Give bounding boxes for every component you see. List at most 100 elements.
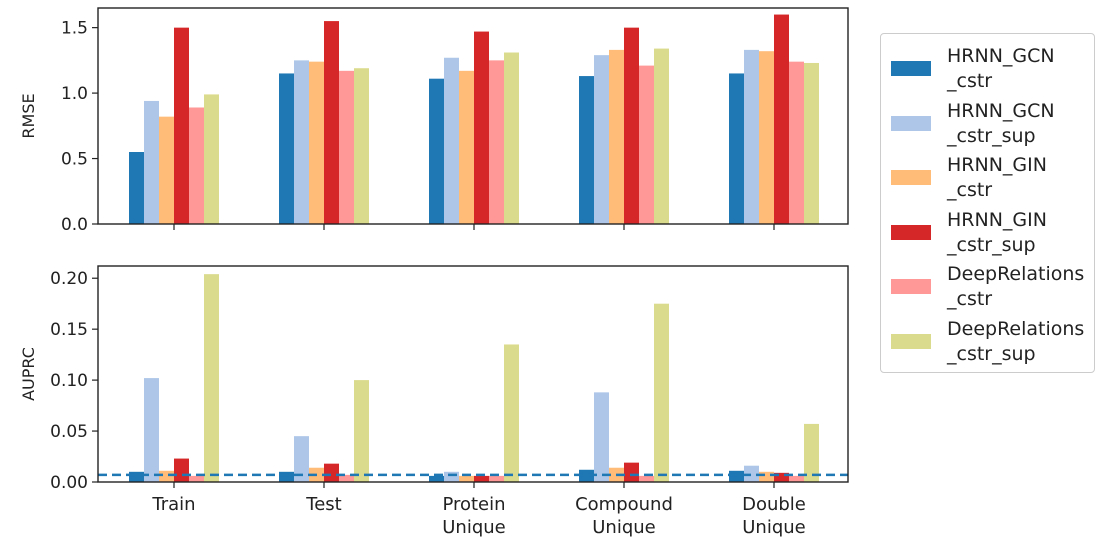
legend: HRNN_GCN _cstr HRNN_GCN _cstr_sup HRNN_GIN _c… (880, 33, 1095, 373)
bar-rmse-1-5 (354, 68, 369, 224)
bar-rmse-3-3 (624, 27, 639, 224)
bar-rmse-4-0 (729, 73, 744, 224)
bar-rmse-1-4 (339, 70, 354, 224)
bar-auprc-2-2 (459, 475, 474, 482)
bar-auprc-2-4 (489, 475, 504, 482)
legend-item: HRNN_GIN _cstr (881, 151, 1096, 205)
bar-rmse-0-0 (129, 152, 144, 224)
legend-item: DeepRelations _cstr_sup (881, 315, 1096, 369)
rmse-panel: 0.0 0.5 1.0 1.5 RMSE (19, 7, 849, 235)
bar-auprc-2-3 (474, 475, 489, 482)
bar-rmse-4-3 (774, 14, 789, 224)
legend-swatch (891, 61, 931, 76)
bar-auprc-4-4 (789, 475, 804, 482)
legend-label: DeepRelations _cstr_sup (947, 317, 1085, 365)
bar-rmse-2-3 (474, 31, 489, 225)
bar-rmse-2-5 (504, 52, 519, 225)
bar-auprc-2-0 (429, 475, 444, 482)
legend-label: DeepRelations _cstr (947, 263, 1085, 310)
bar-rmse-4-5 (804, 62, 819, 225)
x-tick-label: Compound (575, 494, 673, 515)
y-tick-label: 0.20 (50, 269, 88, 289)
legend-label: HRNN_GCN _cstr (947, 45, 1055, 92)
bar-chart: 0.0 0.5 1.0 1.5 RMSE 0.00 0.05 0.10 0.15 0.20 AUP… (19, 7, 849, 537)
bar-rmse-1-2 (309, 61, 324, 224)
bar-auprc-1-0 (279, 471, 294, 482)
x-tick-label: Unique (742, 517, 806, 537)
y-tick-label: 0.10 (50, 371, 88, 391)
bar-rmse-0-2 (159, 116, 174, 224)
bar-auprc-1-3 (324, 463, 339, 482)
x-tick-label: Unique (592, 517, 656, 537)
bar-auprc-4-0 (729, 470, 744, 482)
y-tick-label: 1.5 (61, 19, 88, 39)
bar-auprc-4-1 (744, 465, 759, 482)
y-tick-label: 1.0 (61, 84, 88, 104)
bar-rmse-0-3 (174, 27, 189, 224)
legend-label: HRNN_GIN _cstr_sup (947, 208, 1047, 256)
bar-rmse-2-4 (489, 60, 504, 224)
legend-item: DeepRelations _cstr (881, 260, 1096, 314)
bar-rmse-1-3 (324, 21, 339, 225)
bar-auprc-3-1 (594, 392, 609, 482)
bar-rmse-1-0 (279, 73, 294, 224)
bar-rmse-1-1 (294, 60, 309, 224)
bar-auprc-1-1 (294, 436, 309, 482)
bar-auprc-0-1 (144, 378, 159, 482)
y-tick-label: 0.05 (50, 422, 88, 442)
bar-rmse-0-5 (204, 94, 219, 225)
bar-auprc-2-5 (504, 344, 519, 482)
bar-auprc-0-2 (159, 470, 174, 482)
bar-rmse-0-1 (144, 100, 159, 224)
legend-swatch (891, 224, 931, 240)
bar-rmse-2-2 (459, 70, 474, 224)
plot-frame (97, 7, 849, 225)
y-axis-label: AUPRC (19, 347, 38, 401)
legend-item: HRNN_GCN _cstr (881, 42, 1096, 96)
bar-auprc-3-5 (654, 303, 669, 482)
bar-auprc-0-3 (174, 458, 189, 482)
x-tick-label: Test (305, 494, 341, 515)
bar-auprc-3-4 (639, 475, 654, 482)
legend-item: HRNN_GIN _cstr_sup (881, 206, 1096, 260)
bar-auprc-0-5 (204, 274, 219, 482)
plot-frame (97, 265, 849, 483)
legend-item: HRNN_GCN _cstr_sup (881, 97, 1096, 151)
bar-auprc-4-3 (774, 472, 789, 482)
bar-rmse-3-0 (579, 76, 594, 224)
bar-auprc-1-4 (339, 474, 354, 482)
legend-swatch (891, 333, 931, 349)
bar-rmse-0-4 (189, 107, 204, 224)
bar-auprc-1-5 (354, 380, 369, 482)
legend-label: HRNN_GIN _cstr (947, 154, 1047, 201)
y-tick-label: 0.5 (61, 150, 88, 170)
bar-rmse-4-1 (744, 49, 759, 224)
x-tick-label: Train (151, 494, 195, 515)
y-tick-label: 0.15 (50, 320, 88, 340)
x-tick-labels: Train Test ProteinUniqueCompoundUniqueDoub… (151, 494, 806, 537)
legend-swatch (891, 279, 931, 294)
bar-rmse-3-5 (654, 48, 669, 224)
bar-auprc-0-0 (129, 471, 144, 482)
legend-label: HRNN_GCN _cstr_sup (947, 99, 1055, 147)
y-tick-label: 0.00 (50, 473, 88, 493)
bar-auprc-0-4 (189, 475, 204, 482)
bar-rmse-3-1 (594, 55, 609, 224)
bar-rmse-3-2 (609, 49, 624, 224)
y-axis-label: RMSE (19, 93, 38, 138)
bar-rmse-3-4 (639, 65, 654, 224)
x-tick-label: Unique (442, 517, 506, 537)
bar-auprc-3-3 (624, 462, 639, 482)
bar-auprc-4-2 (759, 471, 774, 482)
bar-rmse-4-2 (759, 51, 774, 225)
bar-rmse-4-4 (789, 61, 804, 224)
bar-auprc-2-1 (444, 471, 459, 482)
x-tick-label: Double (742, 494, 806, 515)
bar-rmse-2-1 (444, 57, 459, 224)
bar-auprc-3-0 (579, 469, 594, 482)
bar-rmse-2-0 (429, 78, 444, 224)
y-tick-label: 0.0 (61, 215, 88, 235)
x-tick-label: Protein (442, 494, 505, 515)
auprc-panel: 0.00 0.05 0.10 0.15 0.20 AUPRC (19, 265, 849, 493)
bar-auprc-4-5 (804, 423, 819, 482)
